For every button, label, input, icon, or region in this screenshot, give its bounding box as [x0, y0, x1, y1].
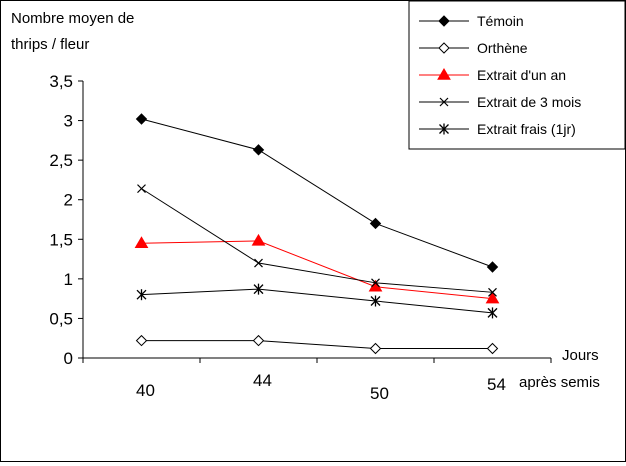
marker-stroke	[371, 278, 380, 288]
legend-entry: Extrait frais (1jr)	[419, 121, 576, 137]
marker-stroke	[488, 287, 497, 297]
series-3	[137, 184, 497, 297]
marker-stroke	[137, 184, 146, 194]
marker-shape	[486, 261, 499, 273]
series-layer	[134, 113, 500, 355]
series-4	[136, 283, 498, 319]
data-point	[485, 291, 500, 304]
marker-shape	[134, 236, 149, 248]
data-point	[487, 307, 498, 319]
marker-shape	[437, 68, 451, 80]
data-point	[252, 144, 265, 156]
y-tick-label: 1,5	[49, 230, 73, 249]
series-1	[135, 334, 499, 355]
marker-shape	[252, 144, 265, 156]
series-0	[135, 113, 499, 273]
marker-shape	[369, 342, 382, 355]
x-axis-title-line1: Jours	[562, 347, 599, 364]
data-point	[369, 342, 382, 355]
data-point	[135, 113, 148, 125]
data-point	[252, 334, 265, 347]
y-tick-label: 2	[64, 191, 73, 210]
y-axis-title-line2: thrips / fleur	[11, 36, 89, 53]
marker-shape	[486, 342, 499, 355]
legend-entry: Orthène	[419, 40, 528, 56]
legend-entry: Extrait de 3 mois	[419, 94, 581, 110]
marker-shape	[135, 334, 148, 347]
legend-marker	[438, 42, 450, 54]
marker-shape	[485, 291, 500, 304]
data-point	[254, 258, 263, 268]
data-point	[136, 289, 147, 301]
series-line	[141, 240, 493, 300]
data-point	[370, 295, 381, 307]
marker-stroke	[439, 97, 449, 107]
marker-shape	[438, 15, 450, 27]
y-tick-label: 3,5	[49, 72, 73, 91]
x-tick-label: 40	[136, 381, 155, 400]
y-tick-label: 1	[64, 270, 73, 289]
data-point	[486, 261, 499, 273]
legend-marker	[438, 15, 450, 27]
data-point	[486, 342, 499, 355]
marker-shape	[251, 233, 266, 246]
series-line	[141, 340, 493, 350]
x-tick-label: 50	[370, 384, 389, 403]
legend-label: Extrait de 3 mois	[477, 94, 581, 110]
marker-stroke	[254, 258, 263, 268]
marker-shape	[438, 42, 450, 54]
legend-marker	[437, 68, 451, 80]
data-point	[369, 217, 382, 230]
legend: Témoin Orthène Extrait d'un an Extrait de 3…	[408, 0, 626, 150]
legend-label: Témoin	[477, 13, 524, 29]
legend-marker	[439, 97, 449, 107]
y-tick-label: 3	[64, 112, 73, 131]
legend-label: Extrait frais (1jr)	[477, 121, 576, 137]
legend-label: Extrait d'un an	[477, 67, 566, 83]
data-point	[251, 233, 266, 246]
series-line	[141, 118, 493, 268]
x-tick-label: 44	[253, 371, 272, 390]
y-tick-label: 0	[64, 349, 73, 368]
axes: 0 0,5 1 1,5 2 2,5 3 3,5 40 44 50 54	[49, 72, 552, 403]
series-line	[141, 188, 493, 293]
legend-entry: Témoin	[419, 13, 524, 29]
x-tick-label: 54	[487, 375, 506, 394]
marker-shape	[135, 113, 148, 125]
y-tick-label: 0,5	[49, 309, 73, 328]
marker-shape	[369, 217, 382, 230]
y-tick-label: 2,5	[49, 151, 73, 170]
series-2	[134, 233, 500, 304]
y-axis-title-line1: Nombre moyen de	[11, 10, 134, 27]
data-point	[137, 184, 146, 194]
data-point	[135, 334, 148, 347]
legend-marker	[439, 123, 449, 135]
series-line	[141, 288, 493, 314]
data-point	[134, 236, 149, 248]
legend-label: Orthène	[477, 40, 528, 56]
x-axis-title-line2: après semis	[519, 374, 600, 391]
data-point	[253, 283, 264, 295]
data-point	[488, 287, 497, 297]
legend-entry: Extrait d'un an	[419, 67, 566, 83]
data-point	[371, 278, 380, 288]
marker-shape	[252, 334, 265, 347]
